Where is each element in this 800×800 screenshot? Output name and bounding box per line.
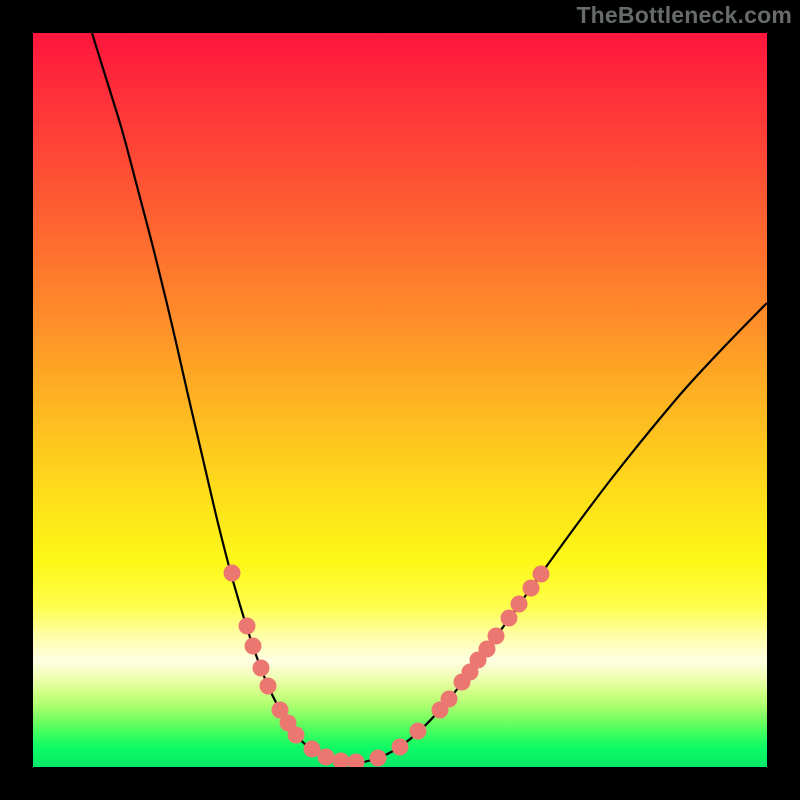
highlight-dot <box>245 638 262 655</box>
highlight-dot <box>318 749 335 766</box>
highlight-dot <box>533 566 550 583</box>
bottleneck-chart-canvas <box>0 0 800 800</box>
watermark-text: TheBottleneck.com <box>576 2 792 29</box>
highlight-dot <box>441 691 458 708</box>
highlight-dot <box>523 580 540 597</box>
highlight-dot <box>224 565 241 582</box>
highlight-dot <box>260 678 277 695</box>
highlight-dot <box>370 750 387 767</box>
highlight-dot <box>239 618 256 635</box>
highlight-dot <box>511 596 528 613</box>
highlight-dot <box>288 727 305 744</box>
highlight-dot <box>333 753 350 770</box>
highlight-dot <box>392 739 409 756</box>
highlight-dot <box>488 628 505 645</box>
highlight-dot <box>501 610 518 627</box>
highlight-dot <box>253 660 270 677</box>
highlight-dot <box>410 723 427 740</box>
chart-gradient-background <box>33 33 767 767</box>
